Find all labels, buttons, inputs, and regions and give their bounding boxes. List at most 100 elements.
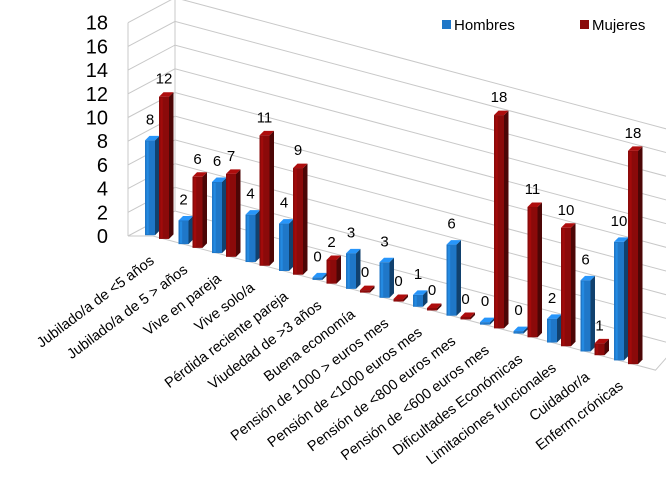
bar-mujeres-vive-solo-a (259, 130, 274, 266)
bar-hombres-jubilado-a-de-5-a-os-label: 8 (146, 111, 154, 128)
bar-hombres-vive-solo-a (245, 210, 260, 263)
bar-hombres-viudedad-de-3-a-os (312, 272, 327, 280)
bar-hombres-vive-solo-a-highlight (247, 215, 250, 262)
bar-mujeres-pensi-n-de-600-euros-mes-label: 18 (491, 89, 508, 106)
bar-hombres-jubilado-a-de-5-a-os-front (178, 220, 189, 245)
bar-hombres-pensi-n-de-800-euros-mes-label: 6 (447, 216, 455, 233)
bar-hombres-vive-en-pareja-front (212, 181, 222, 254)
legend: Hombres Mujeres (442, 17, 645, 34)
bar-mujeres-jubilado-a-de-5-a-os-label: 6 (193, 151, 201, 168)
bar-hombres-jubilado-a-de-5-a-os-highlight (180, 221, 183, 244)
bar-hombres-cuidador-a-top (580, 275, 595, 281)
bar-hombres-pensi-n-de-1000-euros-mes-highlight (414, 295, 417, 306)
bar-hombres-jubilado-a-de-5-a-os (178, 215, 193, 245)
bar-mujeres-buena-econom-a-side (370, 285, 375, 293)
bar-hombres-buena-econom-a-label: 3 (347, 224, 355, 241)
bar-hombres-limitaciones-funcionales-side (557, 314, 562, 343)
bar-hombres-limitaciones-funcionales-highlight (548, 319, 551, 342)
y-tick-label: 8 (97, 131, 108, 153)
bar-mujeres-vive-solo-a-label: 11 (257, 109, 273, 126)
bar-mujeres-limitaciones-funcionales-label: 10 (558, 202, 575, 219)
bar-mujeres-jubilado-a-de-5-a-os-label: 12 (156, 71, 173, 88)
gridline (127, 68, 666, 201)
bar-mujeres-vive-en-pareja-highlight (227, 174, 230, 256)
bar-hombres-pensi-n-de-1000-euros-mes-highlight (381, 263, 384, 297)
bar-mujeres-pensi-n-de-1000-euros-mes-highlight (395, 300, 398, 301)
bar-mujeres-pensi-n-de-1000-euros-mes-label: 0 (394, 273, 402, 290)
bar-hombres-dificultades-econ-micas (513, 326, 528, 334)
bar-hombres-pensi-n-de-1000-euros-mes-label: 3 (380, 233, 388, 250)
bar-hombres-viudedad-de-3-a-os-front (312, 277, 323, 280)
bar-hombres-pensi-n-de-600-euros-mes-top (480, 317, 495, 323)
bar-hombres-p-rdida-reciente-pareja (279, 219, 294, 271)
bar-hombres-cuidador-a-side (590, 275, 595, 352)
bar-hombres-limitaciones-funcionales-top (547, 314, 562, 319)
bar-hombres-vive-solo-a-top (245, 210, 260, 215)
bar-mujeres-vive-solo-a-side (269, 130, 274, 266)
bar-hombres-enferm-cr-nicas-top (614, 237, 629, 242)
bar-mujeres-viudedad-de-3-a-os-side (336, 255, 341, 284)
bar-hombres-dificultades-econ-micas-side (523, 326, 528, 334)
bar-mujeres-pensi-n-de-1000-euros-mes-highlight (428, 308, 431, 310)
bar-hombres-buena-econom-a-top (346, 248, 361, 254)
bar-hombres-jubilado-a-de-5-a-os (145, 135, 160, 236)
bar-mujeres-pensi-n-de-800-euros-mes-label: 0 (461, 291, 469, 308)
category-label: Vive en pareja (141, 270, 225, 339)
bar-mujeres-viudedad-de-3-a-os (326, 255, 341, 284)
bar-mujeres-vive-en-pareja (226, 169, 241, 257)
bar-mujeres-pensi-n-de-600-euros-mes-front (494, 115, 504, 329)
y-tick-label: 16 (86, 36, 108, 58)
bar-mujeres-pensi-n-de-1000-euros-mes-top (393, 294, 408, 300)
bar-hombres-dificultades-econ-micas-label: 0 (514, 302, 522, 319)
bar-mujeres-cuidador-a-highlight (596, 344, 599, 355)
bar-mujeres-buena-econom-a (360, 285, 375, 293)
bar-mujeres-cuidador-a-front (594, 343, 605, 356)
bar-mujeres-limitaciones-funcionales-side (571, 223, 576, 347)
bar-mujeres-jubilado-a-de-5-a-os-side (169, 92, 174, 239)
bar-mujeres-limitaciones-funcionales-top (561, 223, 576, 228)
legend-label-mujeres: Mujeres (592, 17, 645, 34)
bar-hombres-jubilado-a-de-5-a-os-side (188, 215, 193, 245)
bar-mujeres-pensi-n-de-800-euros-mes-top (460, 312, 475, 317)
bar-hombres-p-rdida-reciente-pareja-top (279, 219, 294, 224)
bar-hombres-pensi-n-de-1000-euros-mes-side (423, 290, 428, 307)
bar-mujeres-vive-en-pareja-top (226, 169, 241, 174)
bar-mujeres-buena-econom-a-highlight (361, 291, 364, 292)
gridline (127, 44, 666, 177)
bar-mujeres-dificultades-econ-micas-highlight (529, 207, 532, 337)
bar-hombres-p-rdida-reciente-pareja-label: 4 (280, 195, 288, 212)
bar-hombres-vive-en-pareja-side (222, 177, 227, 254)
bar-mujeres-cuidador-a (594, 338, 609, 356)
bar-hombres-buena-econom-a-front (346, 253, 356, 289)
bar-hombres-jubilado-a-de-5-a-os-top (145, 135, 160, 141)
bar-mujeres-pensi-n-de-800-euros-mes-side (470, 312, 475, 320)
bar-hombres-pensi-n-de-800-euros-mes-side (456, 240, 461, 316)
bar-hombres-cuidador-a (580, 275, 595, 352)
bar-hombres-buena-econom-a-highlight (347, 254, 350, 288)
bar-hombres-vive-en-pareja-highlight (213, 182, 216, 253)
bar-mujeres-enferm-cr-nicas-top (628, 146, 643, 151)
bar-hombres-jubilado-a-de-5-a-os-front (145, 140, 155, 236)
y-tick-label: 10 (86, 108, 108, 130)
bar-hombres-pensi-n-de-600-euros-mes (480, 317, 495, 325)
bar-hombres-pensi-n-de-600-euros-mes-front (480, 322, 490, 325)
bar-mujeres-pensi-n-de-800-euros-mes (460, 312, 475, 320)
bar-hombres-vive-solo-a-label: 4 (246, 186, 254, 203)
bar-hombres-enferm-cr-nicas-label: 10 (611, 213, 628, 230)
bar-mujeres-jubilado-a-de-5-a-os-top (159, 92, 174, 97)
y-tick-label: 12 (86, 84, 108, 106)
bar-hombres-vive-solo-a-side (255, 210, 260, 263)
bar-hombres-pensi-n-de-800-euros-mes-top (446, 240, 461, 245)
bar-mujeres-jubilado-a-de-5-a-os (192, 172, 207, 248)
gridline (127, 115, 666, 248)
bar-hombres-enferm-cr-nicas-side (624, 237, 629, 361)
bar-hombres-limitaciones-funcionales (547, 314, 562, 343)
bar-mujeres-p-rdida-reciente-pareja-top (293, 163, 308, 169)
bar-mujeres-limitaciones-funcionales (561, 223, 576, 347)
bar-mujeres-viudedad-de-3-a-os-top (326, 255, 341, 260)
chart-gridlines (127, 0, 666, 371)
bar-mujeres-vive-solo-a-top (259, 130, 274, 136)
bar-hombres-vive-en-pareja-top (212, 177, 227, 182)
bar-mujeres-p-rdida-reciente-pareja-label: 9 (294, 142, 302, 159)
